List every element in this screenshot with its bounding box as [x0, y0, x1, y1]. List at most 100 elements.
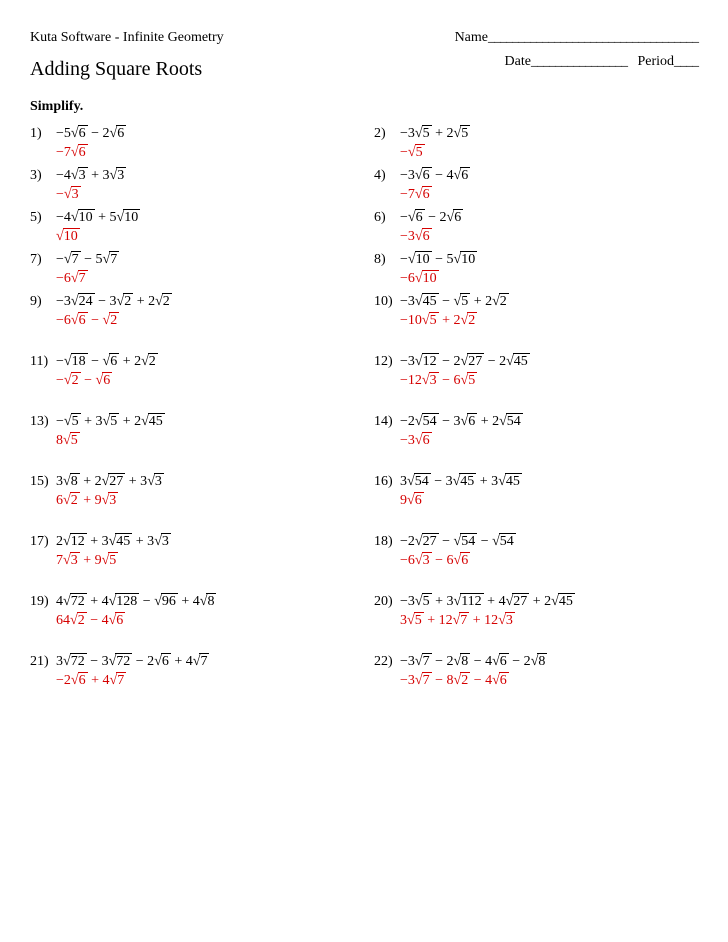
problem: 3)−4√3 + 3√3 −√3 [30, 167, 354, 203]
radical: √27 [461, 353, 485, 370]
question-line: 11)−√18 − √6 + 2√2 [30, 353, 354, 370]
radical: √5 [102, 552, 119, 569]
problem-number: 8) [374, 252, 400, 268]
question-line: 21)3√72 − 3√72 − 2√6 + 4√7 [30, 653, 354, 670]
question-expression: −2√27 − √54 − √54 [400, 533, 516, 550]
radical: √5 [64, 413, 81, 430]
question-line: 6)−√6 − 2√6 [374, 209, 698, 226]
radical: √2 [492, 293, 509, 310]
radical: √3 [110, 167, 127, 184]
answer-expression: 64√2 − 4√6 [56, 612, 354, 629]
problem-number: 9) [30, 294, 56, 310]
question-expression: −√18 − √6 + 2√2 [56, 353, 158, 370]
problem: 14)−2√54 − 3√6 + 2√54−3√6 [374, 413, 698, 449]
answer-expression: −3√6 [400, 228, 698, 245]
question-line: 17)2√12 + 3√45 + 3√3 [30, 533, 354, 550]
radical: √7 [110, 672, 127, 689]
radical: √54 [492, 533, 516, 550]
problem-number: 7) [30, 252, 56, 268]
radical: √5 [415, 125, 432, 142]
problem-number: 1) [30, 126, 56, 142]
problem-number: 17) [30, 534, 56, 550]
radical: √10 [117, 209, 141, 226]
radical: √45 [415, 293, 439, 310]
question-expression: −5√6 − 2√6 [56, 125, 126, 142]
radical: √45 [498, 473, 522, 490]
radical: √6 [110, 125, 127, 142]
radical: √12 [63, 533, 87, 550]
name-field: Name___________________________________ [455, 30, 698, 46]
answer-expression: −√2 − √6 [56, 372, 354, 389]
problem-number: 19) [30, 594, 56, 610]
radical: √5 [454, 125, 471, 142]
problems-grid: 1)−5√6 − 2√6−7√62)−3√5 + 2√5−√53)−4√3 + … [30, 125, 698, 713]
radical: √7 [64, 251, 81, 268]
question-expression: 3√8 + 2√27 + 3√3 [56, 473, 164, 490]
radical: √27 [102, 473, 126, 490]
radical: √72 [109, 653, 133, 670]
radical: √5 [461, 372, 478, 389]
problem: 16)3√54 − 3√45 + 3√459√6 [374, 473, 698, 509]
radical: √10 [454, 251, 478, 268]
radical: √5 [63, 432, 80, 449]
problem: 8)−√10 − 5√10−6√10 [374, 251, 698, 287]
radical: √54 [415, 413, 439, 430]
question-expression: −√5 + 3√5 + 2√45 [56, 413, 165, 430]
radical: √2 [141, 353, 158, 370]
question-expression: −√7 − 5√7 [56, 251, 119, 268]
problem-number: 16) [374, 474, 400, 490]
question-line: 18)−2√27 − √54 − √54 [374, 533, 698, 550]
question-expression: 3√54 − 3√45 + 3√45 [400, 473, 522, 490]
radical: √6 [415, 228, 432, 245]
problem: 10)−3√45 − √5 + 2√2−10√5 + 2√2 [374, 293, 698, 329]
radical: √6 [154, 653, 171, 670]
answer-expression: 7√3 + 9√5 [56, 552, 354, 569]
radical: √72 [63, 653, 87, 670]
radical: √6 [454, 167, 471, 184]
answer-expression: −√3 [56, 186, 354, 203]
radical: √2 [64, 372, 81, 389]
answer-expression: −2√6 + 4√7 [56, 672, 354, 689]
radical: √10 [71, 209, 95, 226]
question-expression: −√6 − 2√6 [400, 209, 463, 226]
problem-number: 4) [374, 168, 400, 184]
radical: √6 [492, 653, 509, 670]
problem-number: 14) [374, 414, 400, 430]
problem-number: 13) [30, 414, 56, 430]
radical: √2 [461, 312, 478, 329]
answer-expression: −6√6 − √2 [56, 312, 354, 329]
answer-expression: −10√5 + 2√2 [400, 312, 698, 329]
radical: √6 [71, 672, 88, 689]
radical: √8 [200, 593, 217, 610]
problem: 19)4√72 + 4√128 − √96 + 4√864√2 − 4√6 [30, 593, 354, 629]
radical: √2 [70, 612, 87, 629]
question-expression: −3√6 − 4√6 [400, 167, 470, 184]
radical: √6 [461, 413, 478, 430]
radical: √54 [499, 413, 523, 430]
page-title: Adding Square Roots [30, 58, 202, 81]
radical: √10 [56, 228, 80, 245]
question-expression: −3√5 + 3√112 + 4√27 + 2√45 [400, 593, 575, 610]
radical: √6 [415, 167, 432, 184]
radical: √27 [506, 593, 530, 610]
answer-expression: √10 [56, 228, 354, 245]
radical: √5 [103, 413, 120, 430]
problem-number: 21) [30, 654, 56, 670]
radical: √6 [415, 186, 432, 203]
radical: √45 [453, 473, 477, 490]
problem: 20)−3√5 + 3√112 + 4√27 + 2√453√5 + 12√7 … [374, 593, 698, 629]
problem: 15)3√8 + 2√27 + 3√36√2 + 9√3 [30, 473, 354, 509]
problem-number: 15) [30, 474, 56, 490]
radical: √3 [71, 167, 88, 184]
question-expression: −2√54 − 3√6 + 2√54 [400, 413, 523, 430]
question-expression: −4√3 + 3√3 [56, 167, 126, 184]
question-line: 12)−3√12 − 2√27 − 2√45 [374, 353, 698, 370]
radical: √45 [551, 593, 575, 610]
question-expression: −√10 − 5√10 [400, 251, 477, 268]
answer-expression: −√5 [400, 144, 698, 161]
answer-expression: −3√7 − 8√2 − 4√6 [400, 672, 698, 689]
radical: √6 [71, 312, 88, 329]
problem: 9)−3√24 − 3√2 + 2√2−6√6 − √2 [30, 293, 354, 329]
problem-number: 3) [30, 168, 56, 184]
radical: √6 [103, 353, 120, 370]
